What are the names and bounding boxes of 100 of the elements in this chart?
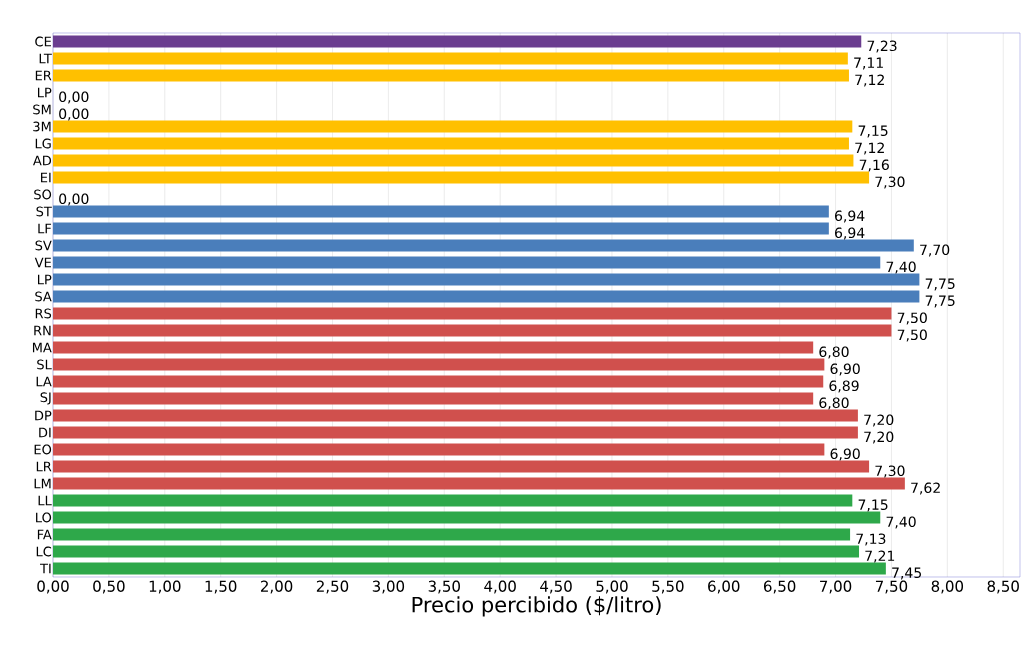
bar (53, 528, 851, 541)
data-label: 6,94 (835, 210, 865, 223)
y-tick-label: EO (34, 444, 52, 455)
y-tick-label: TI (40, 563, 51, 574)
bar (53, 460, 870, 473)
y-tick-label: VE (34, 257, 51, 268)
x-tick-label: 8,50 (987, 580, 1019, 594)
x-axis-title: Precio percibido ($/litro) (412, 596, 661, 617)
x-tick-label: 2,00 (260, 580, 293, 594)
data-label: 7,40 (886, 516, 916, 529)
y-tick-label: SM (33, 104, 51, 115)
bar (53, 154, 854, 167)
x-tick-label: 6,50 (764, 580, 796, 594)
y-tick-label: SO (34, 189, 52, 200)
data-label: 6,80 (819, 346, 849, 359)
x-tick-label: 0,50 (93, 580, 125, 594)
bar (53, 426, 858, 439)
bar (53, 409, 858, 422)
y-tick-label: LG (35, 138, 51, 149)
data-label: 7,20 (864, 431, 894, 444)
data-label: 7,23 (867, 40, 897, 53)
y-tick-label: RS (35, 308, 52, 319)
y-tick-label: SA (35, 291, 52, 302)
data-label: 7,70 (920, 244, 950, 257)
data-label: 7,11 (854, 57, 883, 70)
data-label: 0,00 (59, 108, 89, 121)
bar (53, 443, 825, 456)
data-label: 7,21 (865, 550, 895, 563)
bar (53, 341, 814, 354)
bar (53, 69, 849, 82)
y-tick-label: LR (36, 461, 52, 472)
bar (53, 35, 862, 48)
bar (53, 392, 814, 405)
bar (53, 52, 848, 65)
bar (53, 222, 829, 235)
data-label: 6,89 (829, 380, 859, 393)
data-label: 7,45 (892, 567, 921, 580)
y-tick-label: LC (36, 546, 52, 557)
y-tick-label: ER (35, 70, 52, 81)
bar (53, 375, 824, 388)
bar (53, 562, 886, 575)
x-tick-label: 3,00 (372, 580, 405, 594)
y-tick-label: LM (34, 478, 51, 489)
x-tick-label: 5,00 (596, 580, 628, 594)
x-tick-label: 7,50 (875, 580, 908, 594)
y-tick-label: DP (35, 410, 52, 421)
y-tick-label: LA (36, 376, 52, 387)
bar (53, 324, 892, 337)
y-tick-label: EI (41, 172, 51, 183)
x-tick-label: 4,50 (540, 580, 572, 594)
y-tick-label: LP (38, 87, 52, 98)
x-tick-label: 1,50 (205, 580, 237, 594)
bar (53, 511, 881, 524)
y-tick-label: CE (35, 36, 51, 47)
data-label: 6,94 (835, 227, 865, 240)
bar (53, 205, 829, 218)
data-label: 7,30 (875, 176, 905, 189)
bar (53, 290, 920, 303)
data-label: 7,30 (875, 465, 905, 478)
data-label: 7,16 (859, 159, 889, 172)
bar (53, 239, 914, 252)
y-tick-label: 3M (33, 121, 51, 132)
data-label: 7,13 (856, 533, 886, 546)
x-tick-label: 1,00 (149, 580, 181, 594)
data-label: 7,20 (864, 414, 894, 427)
y-tick-label: SL (37, 359, 52, 370)
x-tick-label: 4,00 (484, 580, 516, 594)
bar (53, 358, 825, 371)
x-tick-label: 2,50 (316, 580, 349, 594)
bar (53, 307, 892, 320)
y-tick-label: MA (32, 342, 52, 353)
data-label: 7,15 (858, 499, 888, 512)
data-label: 0,00 (59, 91, 89, 104)
bar (53, 171, 870, 184)
data-label: 7,50 (897, 329, 927, 342)
y-tick-label: LL (38, 495, 52, 506)
data-label: 0,00 (59, 193, 89, 206)
data-label: 7,75 (925, 278, 955, 291)
y-tick-label: DI (39, 427, 51, 438)
x-tick-label: 6,00 (708, 580, 740, 594)
y-tick-label: LT (39, 53, 52, 64)
y-tick-label: FA (37, 529, 52, 540)
y-tick-label: SV (35, 240, 52, 251)
y-tick-label: ST (36, 206, 52, 217)
bar (53, 273, 920, 286)
data-label: 7,12 (855, 74, 884, 87)
x-tick-label: 7,00 (820, 580, 852, 594)
bar (53, 120, 853, 133)
y-tick-label: RN (34, 325, 51, 336)
bar (53, 256, 881, 269)
y-tick-label: SJ (40, 392, 51, 405)
data-label: 7,75 (925, 295, 955, 308)
y-tick-label: LO (36, 512, 52, 523)
data-label: 7,15 (858, 125, 888, 138)
data-label: 6,90 (830, 448, 860, 461)
x-tick-label: 5,50 (652, 580, 684, 594)
data-label: 7,12 (855, 142, 884, 155)
x-tick-label: 0,00 (37, 580, 69, 594)
bar (53, 545, 860, 558)
data-label: 7,40 (886, 261, 916, 274)
